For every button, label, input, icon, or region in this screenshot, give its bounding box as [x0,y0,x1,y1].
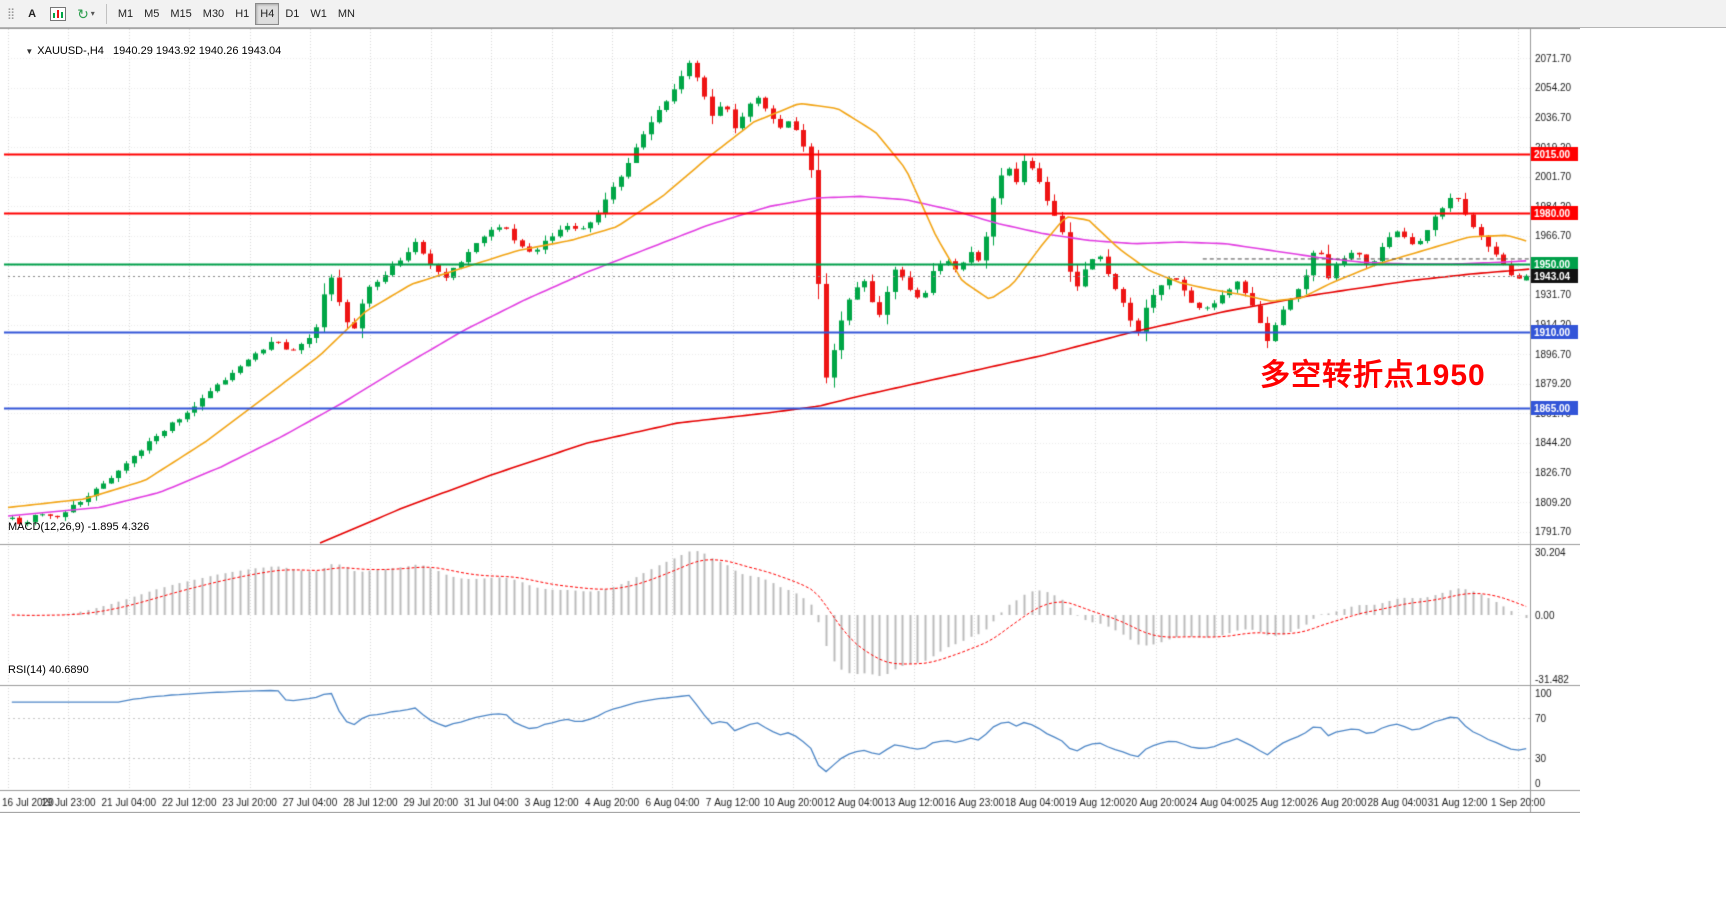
timeframe-m30-button[interactable]: M30 [198,3,229,25]
annotation-text[interactable]: 多空转折点1950 [1260,359,1486,392]
macd-indicator-label: MACD(12,26,9) -1.895 4.326 [8,521,150,533]
symbol-ohlc-text: XAUUSD-,H4 1940.29 1943.92 1940.26 1943.… [37,45,282,57]
cycle-icon: ↻ [77,5,89,22]
timeframe-w1-button[interactable]: W1 [305,3,332,25]
toolbar-drag-handle[interactable]: ⣿ [7,8,16,20]
chart-area: ▼ XAUUSD-,H4 1940.29 1943.92 1940.26 1943… [0,28,1580,813]
chevron-down-icon: ▾ [90,9,95,18]
timeframe-d1-button[interactable]: D1 [280,3,304,25]
chart-window-icon [50,6,67,21]
chart-window-button[interactable] [45,3,71,25]
rsi-indicator-label: RSI(14) 40.6890 [8,664,89,676]
text-tool-button[interactable]: A [20,3,44,25]
collapse-arrow-icon[interactable]: ▼ [25,47,34,56]
timeframe-h1-button[interactable]: H1 [230,3,254,25]
timeframe-m5-button[interactable]: M5 [139,3,164,25]
timeframe-m1-button[interactable]: M1 [113,3,138,25]
timeframe-mn-button[interactable]: MN [333,3,360,25]
chart-toolbar: ⣿ A ↻ ▾ M1 M5 M15 M30 H1 H4 D1 W1 MN [0,0,1726,28]
chart-cycle-button[interactable]: ↻ ▾ [72,3,100,25]
symbol-ohlc-label: ▼ XAUUSD-,H4 1940.29 1943.92 1940.26 1943… [7,33,281,69]
timeframe-h4-button[interactable]: H4 [255,2,280,25]
timeframe-m15-button[interactable]: M15 [165,3,196,25]
price-chart-canvas[interactable] [0,28,1580,813]
toolbar-separator [105,3,107,24]
